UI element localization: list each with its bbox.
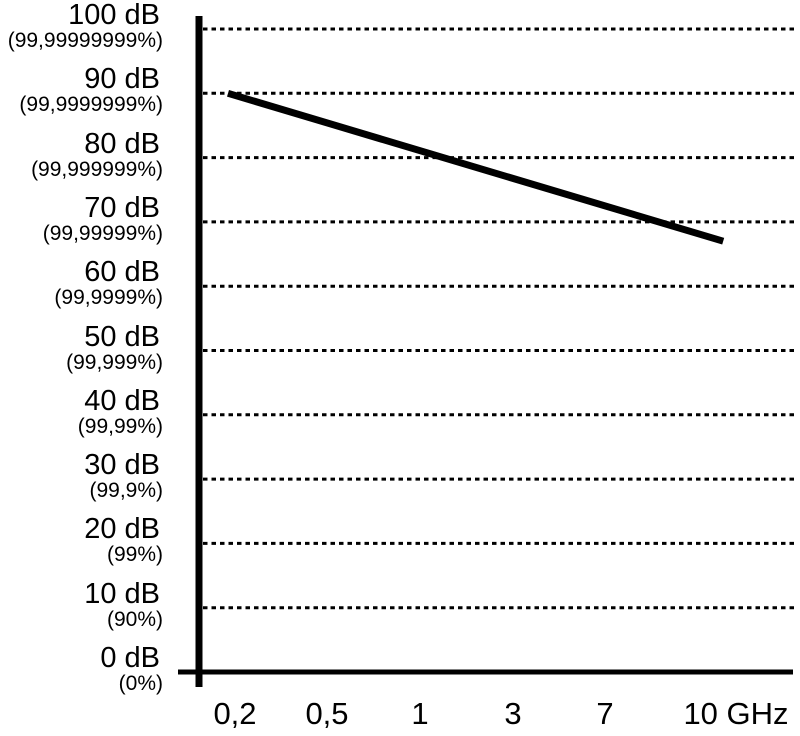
y-tick-100db: 100 dB (99,99999999%) (0, 0, 163, 51)
y-tick-50db: 50 dB (99,999%) (0, 322, 163, 373)
y-tick-60db: 60 dB (99,9999%) (0, 257, 163, 308)
x-tick-3: 3 (504, 696, 522, 731)
y-tick-db-label: 100 dB (68, 0, 160, 31)
y-tick-db-label: 50 dB (84, 321, 160, 353)
y-tick-pct-label: (99,9999%) (54, 286, 163, 309)
x-tick-0-5: 0,5 (305, 696, 349, 731)
y-tick-pct-label: (0%) (118, 672, 163, 695)
x-tick-7: 7 (596, 696, 614, 731)
y-tick-pct-label: (99%) (106, 543, 163, 566)
y-tick-90db: 90 dB (99,9999999%) (0, 64, 163, 115)
y-tick-pct-label: (99,999%) (66, 351, 163, 374)
dotted-gridlines-group (203, 27, 796, 610)
y-tick-pct-label: (99,99999%) (42, 222, 163, 245)
y-tick-db-label: 20 dB (84, 513, 160, 545)
y-tick-80db: 80 dB (99,999999%) (0, 129, 163, 180)
y-tick-10db: 10 dB (90%) (0, 579, 163, 630)
y-tick-db-label: 60 dB (84, 256, 160, 288)
y-tick-pct-label: (99,9999999%) (19, 93, 163, 116)
y-tick-pct-label: (99,99%) (77, 415, 163, 438)
y-tick-70db: 70 dB (99,99999%) (0, 193, 163, 244)
y-tick-db-label: 70 dB (84, 192, 160, 224)
y-tick-pct-label: (99,99999999%) (7, 29, 163, 52)
y-tick-db-label: 90 dB (84, 63, 160, 95)
y-tick-0db: 0 dB (0%) (0, 643, 163, 694)
y-tick-db-label: 40 dB (84, 385, 160, 417)
y-tick-db-label: 10 dB (84, 578, 160, 610)
y-tick-40db: 40 dB (99,99%) (0, 386, 163, 437)
y-tick-db-label: 0 dB (100, 642, 160, 674)
attenuation-trend-line (226, 89, 725, 245)
x-tick-0-2: 0,2 (213, 696, 257, 731)
x-tick-10ghz: 10 GHz (683, 696, 789, 731)
y-tick-30db: 30 dB (99,9%) (0, 450, 163, 501)
y-tick-pct-label: (90%) (106, 608, 163, 631)
y-tick-db-label: 80 dB (84, 128, 160, 160)
y-tick-20db: 20 dB (99%) (0, 514, 163, 565)
y-tick-pct-label: (99,999999%) (31, 158, 163, 181)
y-tick-db-label: 30 dB (84, 449, 160, 481)
x-tick-1: 1 (411, 696, 429, 731)
y-tick-pct-label: (99,9%) (89, 479, 163, 502)
